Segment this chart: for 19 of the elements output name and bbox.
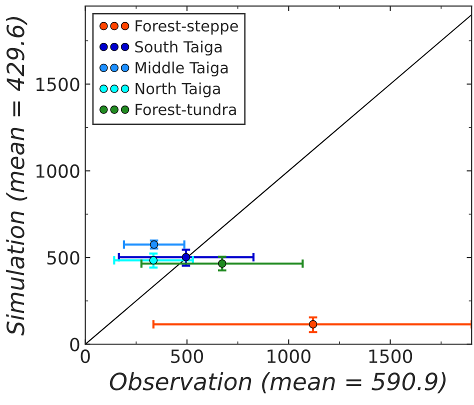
x-tick-label: 1000 — [268, 349, 310, 364]
x-tick-label: 0 — [80, 349, 90, 364]
point — [149, 256, 158, 264]
y-axis-title: Simulation (mean = 429.6) — [6, 17, 28, 336]
y-tick-label: 1000 — [36, 164, 80, 178]
point — [182, 253, 190, 262]
x-tick-label: 1500 — [369, 349, 412, 364]
y-tick-label: 0 — [70, 338, 80, 352]
x-axis-title: Observation (mean = 590.9) — [110, 372, 446, 394]
legend-label: Middle Taiga — [136, 62, 228, 76]
y-tick-label: 1500 — [36, 78, 80, 92]
x-tick-label: 500 — [171, 349, 204, 364]
legend-label: Forest-tundra — [136, 103, 236, 116]
legend-label: North Taiga — [136, 82, 220, 98]
legend-label: South Taiga — [135, 40, 222, 56]
y-tick-label: 500 — [47, 251, 80, 265]
point — [218, 259, 226, 268]
legend-label: Forest-steppe — [136, 20, 238, 35]
point — [308, 320, 318, 328]
